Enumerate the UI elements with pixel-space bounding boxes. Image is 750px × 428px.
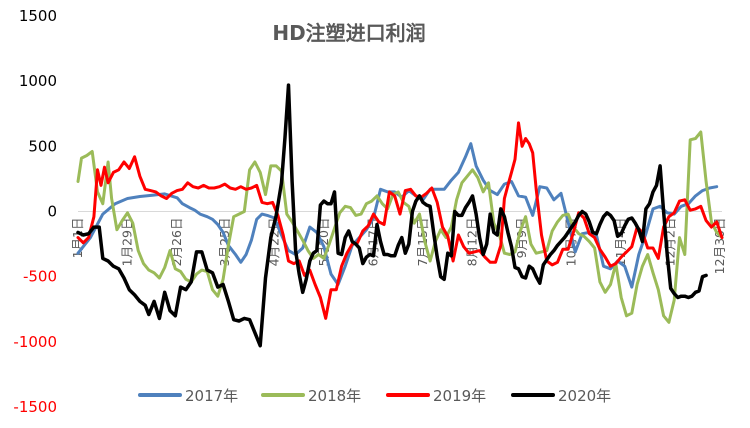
legend-label: 2017年 (185, 387, 238, 405)
legend: 2017年 2018年 2019年 2020年 (138, 387, 611, 405)
y-tick-label: 0 (47, 203, 57, 221)
x-axis-tick-labels: 1月1日 1月29日 2月26日 3月25日 4月22日 5月20日 6月17日 7月15日 8… (70, 218, 727, 275)
y-tick-label: -1000 (13, 333, 57, 351)
x-tick-label: 7月15日 (415, 218, 430, 267)
y-tick-label: -1500 (13, 398, 57, 416)
series-line-2019年 (76, 121, 724, 320)
x-tick-label: 9月9日 (514, 218, 529, 259)
series-line-2018年 (76, 130, 724, 324)
y-tick-label: 1500 (19, 7, 57, 25)
legend-label: 2018年 (308, 387, 361, 405)
x-tick-label: 2月26日 (169, 218, 184, 267)
y-tick-label: -500 (23, 268, 57, 286)
series-lines (76, 83, 724, 348)
series-line-2020年 (76, 83, 708, 348)
legend-label: 2019年 (433, 387, 486, 405)
y-tick-label: 500 (28, 137, 57, 155)
chart-title: HD注塑进口利润 (272, 21, 425, 45)
y-tick-label: 1000 (19, 72, 57, 90)
x-tick-label: 1月29日 (120, 218, 135, 267)
legend-label: 2020年 (558, 387, 611, 405)
y-axis-tick-labels: -1500 -1000 -500 0 500 1000 1500 (13, 7, 57, 416)
